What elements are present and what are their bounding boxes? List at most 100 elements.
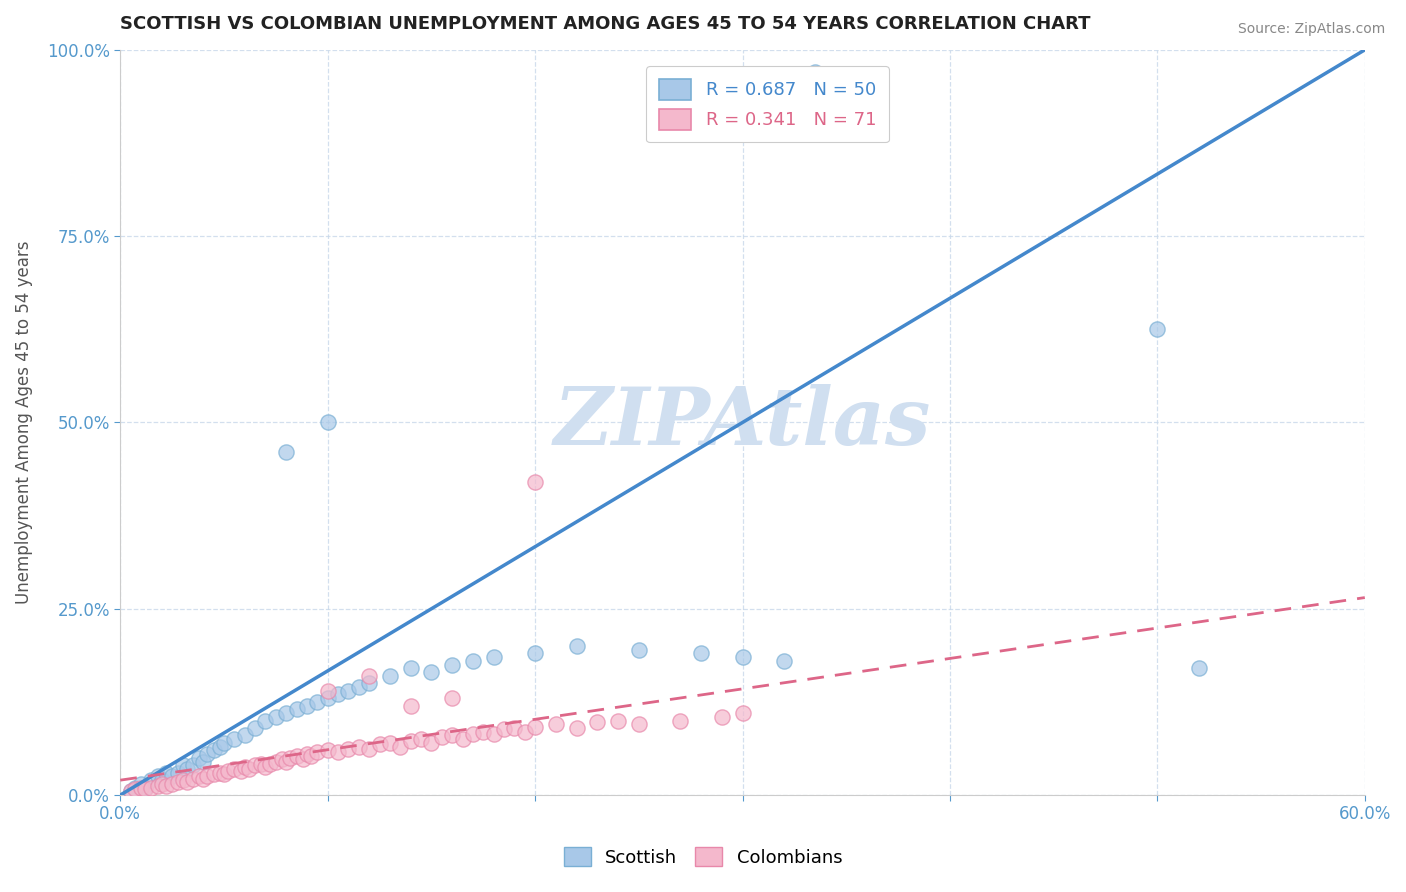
Legend: Scottish, Colombians: Scottish, Colombians — [557, 840, 849, 874]
Point — [193, 755, 215, 769]
Point — [254, 760, 277, 774]
Point — [276, 706, 298, 720]
Point — [259, 756, 281, 771]
Point — [181, 758, 204, 772]
Point — [146, 779, 169, 793]
Point — [208, 765, 231, 780]
Point — [359, 742, 381, 756]
Point — [524, 647, 547, 661]
Y-axis label: Unemployment Among Ages 45 to 54 years: Unemployment Among Ages 45 to 54 years — [15, 241, 32, 604]
Point — [492, 723, 515, 737]
Point — [202, 767, 225, 781]
Point — [167, 765, 190, 780]
Point — [627, 642, 650, 657]
Point — [295, 698, 318, 713]
Point — [238, 762, 260, 776]
Point — [337, 742, 360, 756]
Point — [155, 765, 177, 780]
Point — [120, 784, 142, 798]
Point — [285, 702, 308, 716]
Point — [193, 772, 215, 786]
Point — [524, 719, 547, 733]
Point — [409, 732, 432, 747]
Point — [254, 714, 277, 728]
Point — [399, 661, 422, 675]
Point — [146, 769, 169, 783]
Point — [176, 762, 198, 776]
Text: ZIPAtlas: ZIPAtlas — [554, 384, 931, 461]
Point — [316, 691, 339, 706]
Point — [197, 769, 219, 783]
Point — [482, 727, 505, 741]
Point — [804, 65, 827, 79]
Point — [224, 762, 246, 776]
Point — [233, 760, 256, 774]
Point — [627, 717, 650, 731]
Point — [544, 717, 567, 731]
Point — [124, 780, 146, 795]
Point — [368, 738, 391, 752]
Point — [243, 758, 266, 772]
Point — [731, 706, 754, 720]
Point — [326, 745, 349, 759]
Point — [731, 650, 754, 665]
Point — [307, 745, 329, 759]
Point — [669, 714, 692, 728]
Point — [250, 756, 273, 771]
Point — [134, 782, 156, 797]
Point — [420, 665, 443, 679]
Point — [337, 683, 360, 698]
Point — [129, 777, 152, 791]
Point — [124, 782, 146, 797]
Text: SCOTTISH VS COLOMBIAN UNEMPLOYMENT AMONG AGES 45 TO 54 YEARS CORRELATION CHART: SCOTTISH VS COLOMBIAN UNEMPLOYMENT AMONG… — [121, 15, 1091, 33]
Point — [710, 710, 733, 724]
Point — [316, 416, 339, 430]
Point — [176, 774, 198, 789]
Point — [264, 710, 287, 724]
Point — [451, 732, 474, 747]
Point — [441, 691, 464, 706]
Text: Source: ZipAtlas.com: Source: ZipAtlas.com — [1237, 22, 1385, 37]
Point — [172, 773, 194, 788]
Point — [141, 773, 163, 788]
Point — [224, 732, 246, 747]
Point — [461, 727, 484, 741]
Point — [172, 758, 194, 772]
Point — [212, 736, 235, 750]
Point — [264, 755, 287, 769]
Point — [399, 734, 422, 748]
Point — [565, 639, 588, 653]
Point — [326, 688, 349, 702]
Point — [565, 721, 588, 735]
Point — [150, 773, 173, 788]
Point — [285, 749, 308, 764]
Point — [316, 683, 339, 698]
Point — [243, 721, 266, 735]
Point — [160, 769, 183, 783]
Point — [378, 669, 401, 683]
Point — [120, 784, 142, 798]
Point — [229, 764, 252, 779]
Point — [461, 654, 484, 668]
Point — [399, 698, 422, 713]
Point — [212, 767, 235, 781]
Point — [271, 752, 294, 766]
Point — [347, 680, 370, 694]
Point — [1188, 661, 1211, 675]
Point — [773, 654, 796, 668]
Point — [295, 747, 318, 761]
Point — [441, 657, 464, 672]
Point — [155, 779, 177, 793]
Point — [188, 751, 211, 765]
Point — [472, 724, 495, 739]
Point — [441, 728, 464, 742]
Point — [586, 714, 609, 729]
Point — [150, 777, 173, 791]
Point — [359, 669, 381, 683]
Point — [513, 724, 536, 739]
Point — [280, 751, 302, 765]
Point — [482, 650, 505, 665]
Point — [299, 749, 322, 764]
Point — [160, 777, 183, 791]
Point — [347, 739, 370, 754]
